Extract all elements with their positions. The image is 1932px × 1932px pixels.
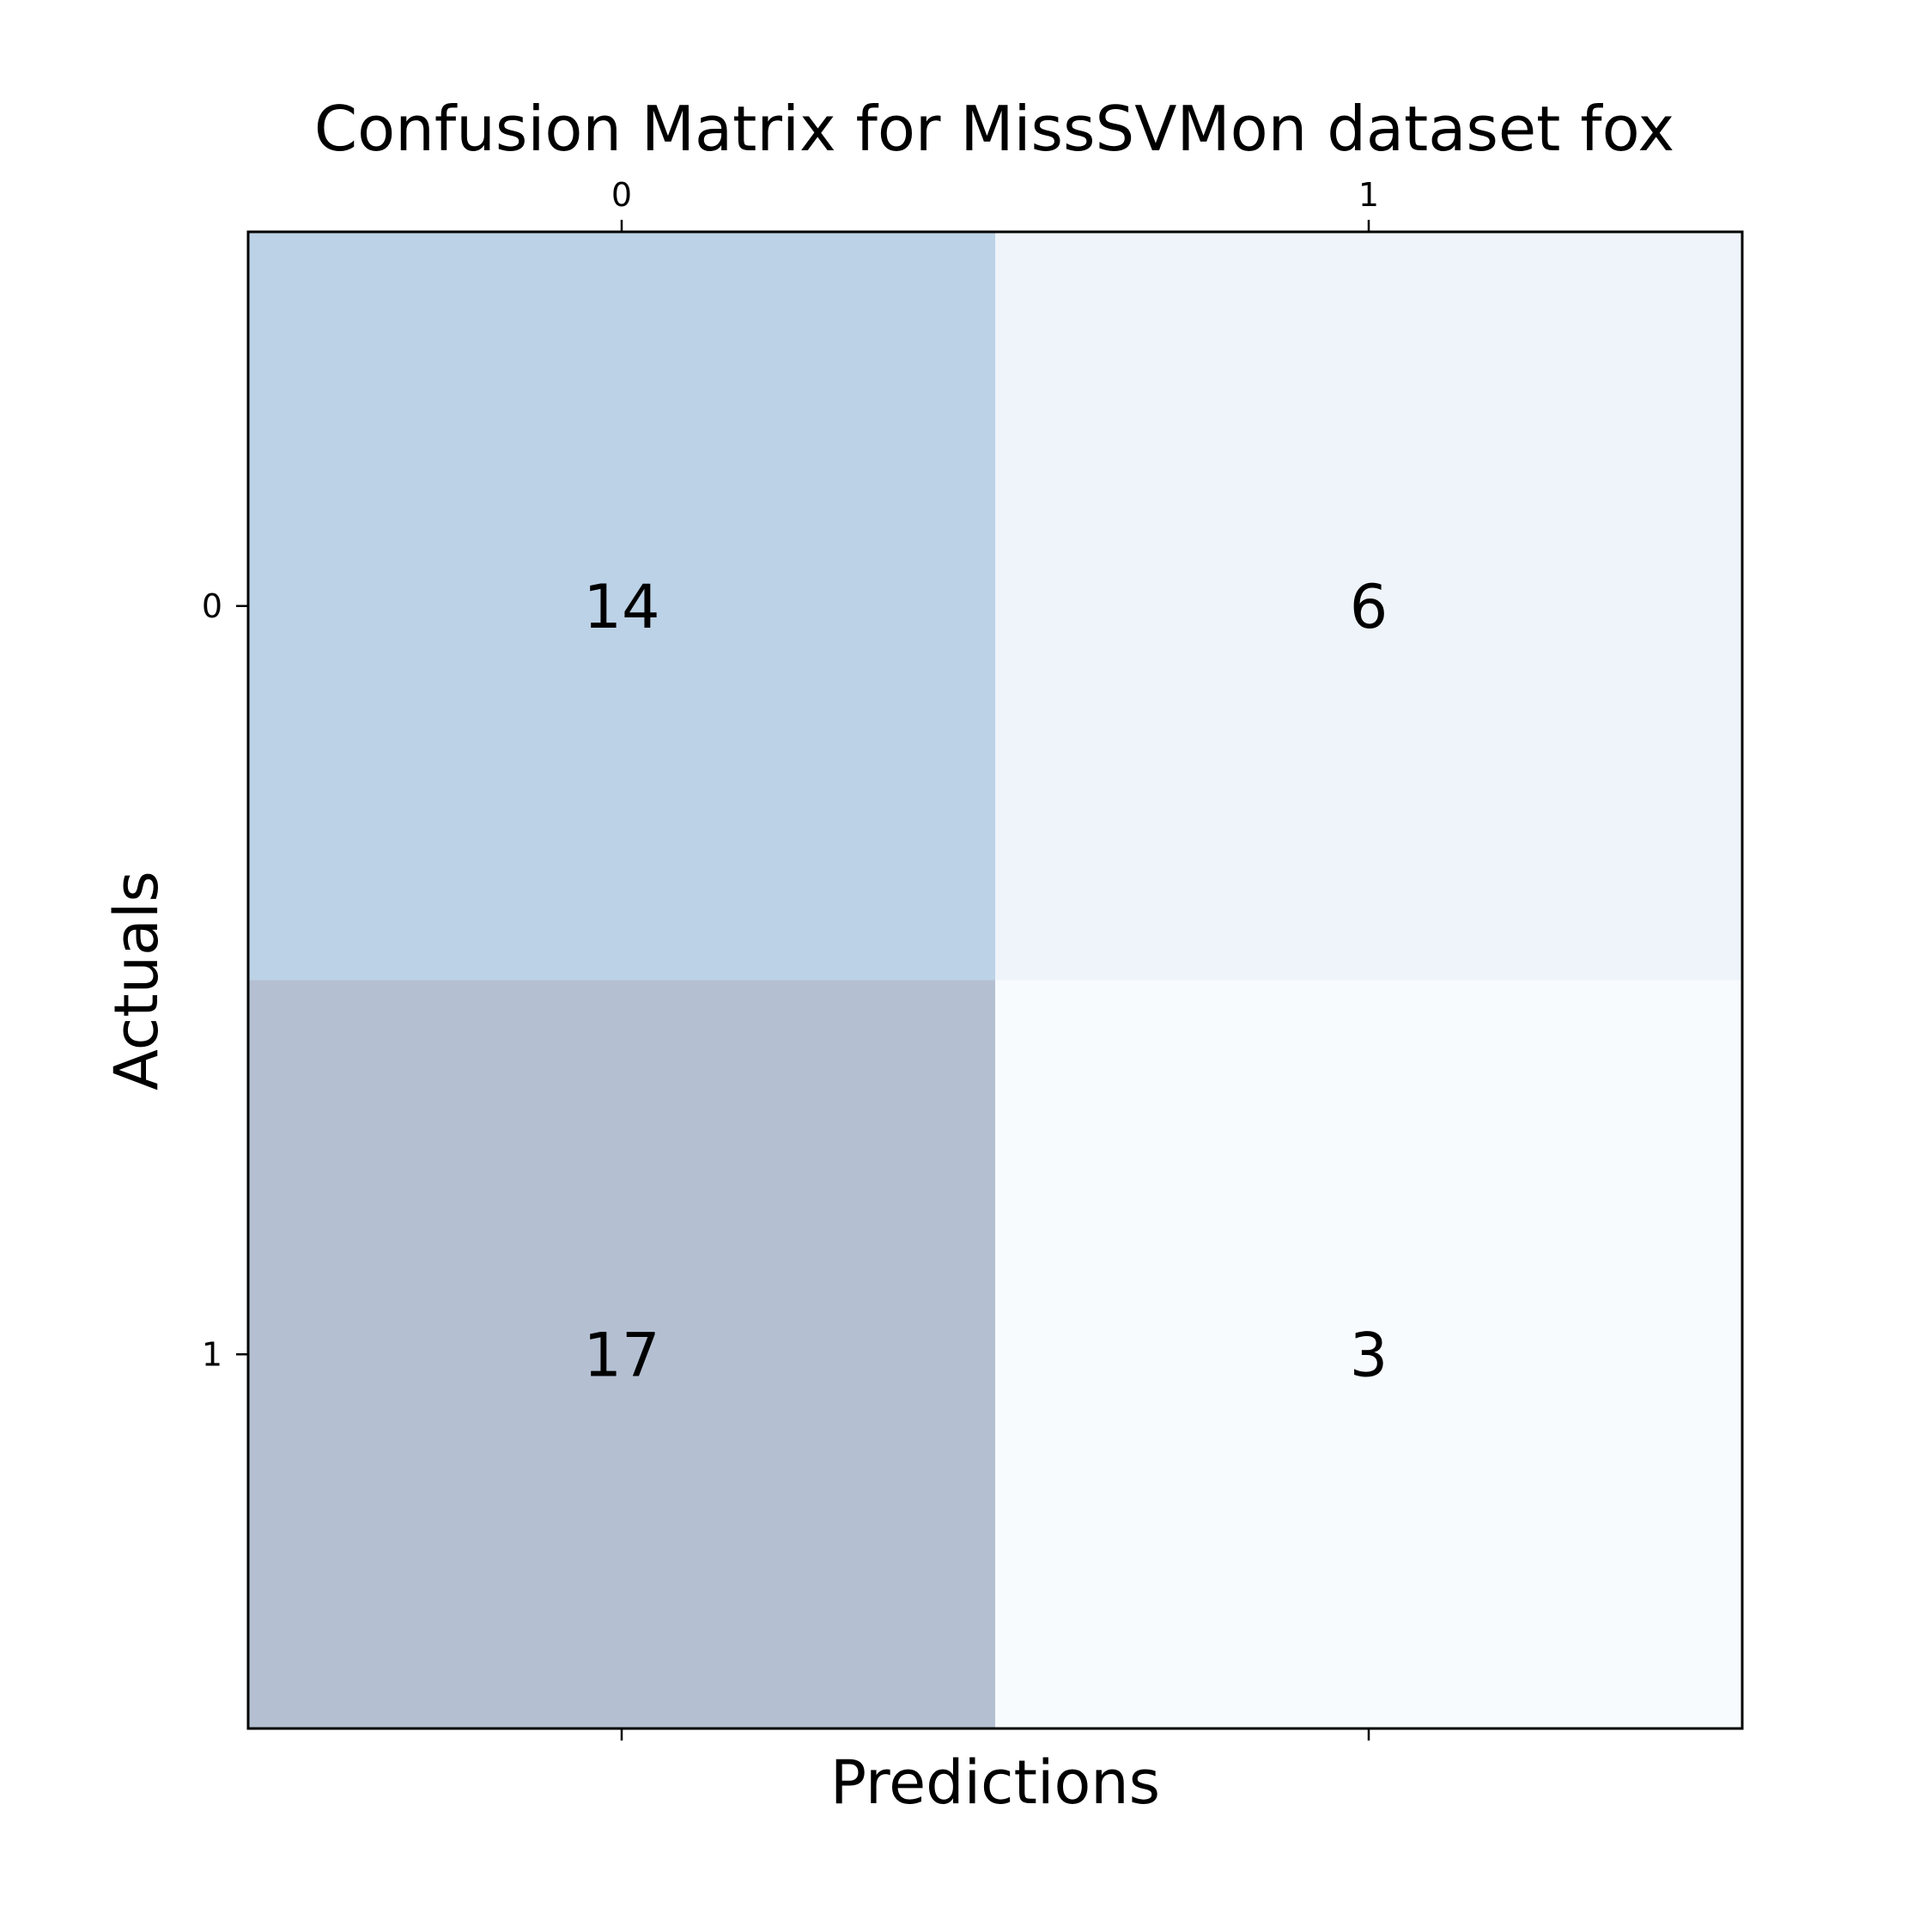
heatmap-cell-0-1 [995,232,1742,981]
y-axis-ticks: 01 [202,587,248,1373]
heatmap-cell-1-0 [248,980,995,1728]
y-tick-label-0: 0 [202,587,222,625]
x-axis-label: Predictions [830,1747,1160,1818]
cell-value-labels: 14 6 17 3 [583,572,1388,1391]
heatmap-cells [248,232,1742,1728]
cell-value-0-0: 14 [583,572,659,642]
x-tick-label-1: 1 [1358,176,1379,214]
cell-value-1-1: 3 [1350,1320,1388,1390]
y-axis-label: Actuals [101,871,172,1091]
chart-title: Confusion Matrix for MissSVMon dataset f… [314,93,1674,165]
heatmap-cell-1-1 [995,980,1742,1728]
plot-frame [246,230,1744,1730]
y-tick-label-1: 1 [202,1335,222,1373]
cell-value-0-1: 6 [1350,572,1388,642]
heatmap-cell-0-0 [248,232,995,981]
x-tick-label-0: 0 [611,176,632,214]
cell-value-1-0: 17 [583,1320,659,1390]
